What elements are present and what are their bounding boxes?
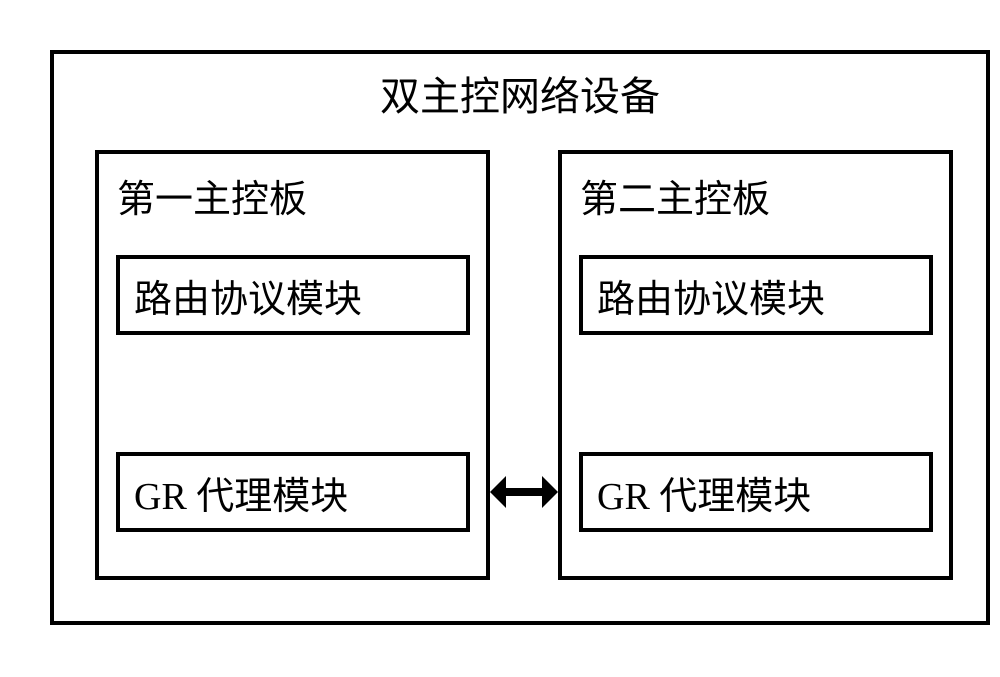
connector-arrow-right bbox=[542, 476, 558, 508]
module-label: GR 代理模块 bbox=[597, 465, 811, 520]
module-gr-proxy-1: GR 代理模块 bbox=[116, 452, 470, 532]
module-label: 路由协议模块 bbox=[134, 268, 362, 323]
module-label: 路由协议模块 bbox=[597, 268, 825, 323]
module-gr-proxy-2: GR 代理模块 bbox=[579, 452, 933, 532]
module-routing-protocol-2: 路由协议模块 bbox=[579, 255, 933, 335]
connector-line bbox=[506, 488, 542, 496]
module-label: GR 代理模块 bbox=[134, 465, 348, 520]
module-routing-protocol-1: 路由协议模块 bbox=[116, 255, 470, 335]
connector-arrow-left bbox=[490, 476, 506, 508]
diagram-canvas: 双主控网络设备 第一主控板 路由协议模块 GR 代理模块 第二主控板 路由协议模… bbox=[20, 20, 1000, 657]
board-first-title: 第一主控板 bbox=[117, 168, 307, 223]
board-second-title: 第二主控板 bbox=[580, 168, 770, 223]
outer-title: 双主控网络设备 bbox=[50, 64, 990, 122]
